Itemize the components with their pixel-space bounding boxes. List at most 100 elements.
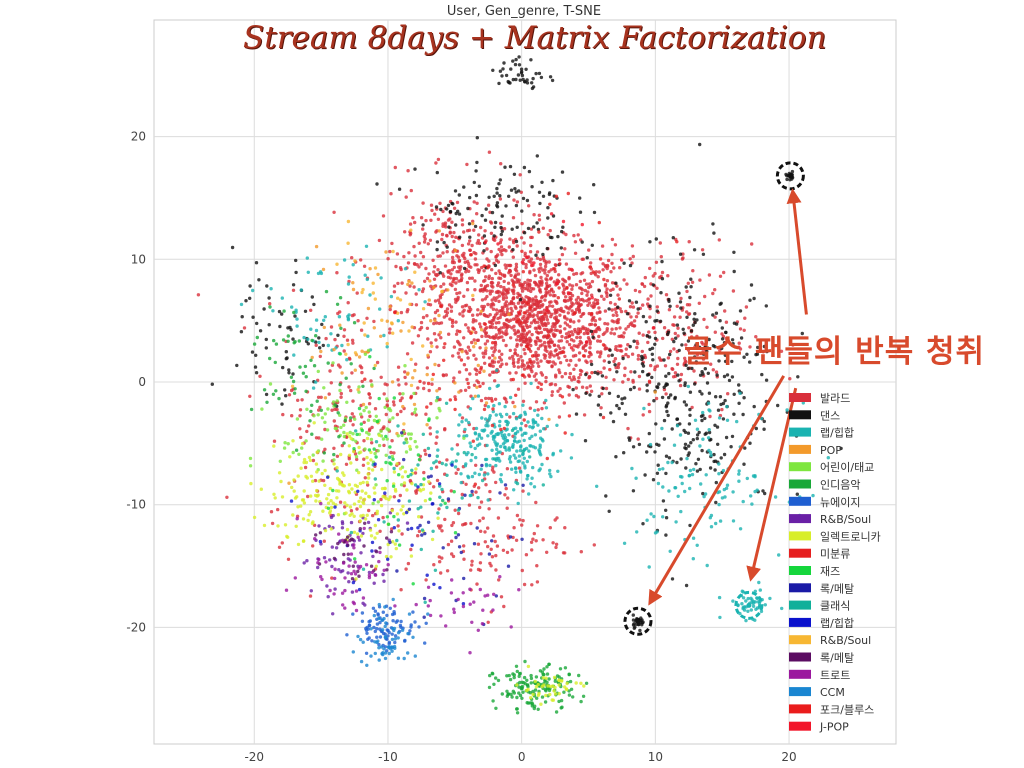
scatter-point <box>272 492 276 496</box>
scatter-point <box>732 412 736 416</box>
scatter-point <box>647 379 652 383</box>
scatter-point <box>508 356 512 360</box>
scatter-point <box>494 706 498 710</box>
scatter-point <box>409 547 413 552</box>
scatter-point <box>484 417 488 421</box>
scatter-point <box>368 396 372 400</box>
scatter-point <box>476 338 480 342</box>
scatter-point <box>375 640 379 645</box>
scatter-point <box>703 492 708 496</box>
scatter-point <box>464 452 469 457</box>
scatter-point <box>723 309 727 313</box>
scatter-point <box>453 381 457 385</box>
scatter-point <box>481 381 485 386</box>
scatter-point <box>650 352 654 356</box>
scatter-point <box>590 279 595 284</box>
scatter-point <box>683 356 687 360</box>
scatter-point <box>572 272 576 276</box>
scatter-point <box>660 270 665 275</box>
scatter-point <box>700 248 705 252</box>
scatter-point <box>572 377 577 381</box>
scatter-point <box>671 323 675 327</box>
scatter-point <box>395 538 399 543</box>
scatter-point <box>546 233 550 237</box>
scatter-point <box>427 272 431 276</box>
scatter-point <box>435 170 439 175</box>
scatter-point <box>616 305 620 309</box>
scatter-point <box>532 268 536 272</box>
scatter-point <box>392 451 396 455</box>
scatter-point <box>458 329 462 334</box>
scatter-point <box>669 393 673 397</box>
scatter-point <box>467 305 472 310</box>
scatter-point <box>658 241 662 245</box>
scatter-point <box>262 388 267 392</box>
scatter-point <box>512 488 516 492</box>
scatter-point <box>370 549 374 553</box>
scatter-point <box>554 263 558 268</box>
scatter-point <box>323 528 328 533</box>
scatter-point <box>706 401 711 405</box>
scatter-point <box>450 234 454 239</box>
scatter-point <box>564 232 568 237</box>
scatter-point <box>763 491 767 496</box>
scatter-point <box>390 637 395 642</box>
scatter-point <box>732 392 736 396</box>
scatter-point <box>565 323 570 327</box>
scatter-point <box>503 304 507 308</box>
scatter-point <box>668 549 672 553</box>
scatter-point <box>535 326 539 330</box>
scatter-point <box>393 640 397 645</box>
scatter-point <box>300 446 304 450</box>
scatter-point <box>504 296 509 300</box>
scatter-point <box>548 202 552 206</box>
scatter-point <box>395 569 399 573</box>
scatter-point <box>573 330 577 334</box>
scatter-point <box>323 427 327 432</box>
scatter-point <box>548 468 552 473</box>
scatter-point <box>577 319 581 323</box>
scatter-point <box>475 582 479 586</box>
scatter-point <box>583 349 588 353</box>
scatter-point <box>417 529 422 534</box>
scatter-point <box>520 359 525 363</box>
scatter-point <box>509 336 513 340</box>
scatter-point <box>534 378 538 382</box>
scatter-point <box>491 68 495 73</box>
scatter-point <box>484 331 488 336</box>
scatter-point <box>334 426 338 431</box>
scatter-point <box>503 165 507 169</box>
scatter-point <box>515 344 519 348</box>
scatter-point <box>654 237 658 241</box>
scatter-point <box>293 576 297 580</box>
scatter-point <box>407 251 411 255</box>
scatter-point <box>368 355 372 359</box>
scatter-point <box>419 320 424 325</box>
scatter-point <box>626 343 630 347</box>
scatter-point <box>527 342 531 346</box>
scatter-point <box>556 389 560 393</box>
scatter-point <box>556 469 560 473</box>
scatter-point <box>480 622 485 626</box>
scatter-point <box>387 407 391 411</box>
scatter-point <box>530 426 535 430</box>
scatter-point <box>543 321 547 326</box>
scatter-point <box>649 363 653 368</box>
scatter-point <box>523 351 527 356</box>
scatter-point <box>483 240 487 245</box>
scatter-point <box>583 288 587 293</box>
scatter-point <box>545 327 549 332</box>
scatter-point <box>432 563 436 567</box>
scatter-point <box>406 308 410 312</box>
scatter-point <box>560 170 565 174</box>
scatter-point <box>352 502 357 506</box>
scatter-point <box>679 372 684 377</box>
scatter-point <box>754 426 758 431</box>
scatter-point <box>448 398 452 402</box>
scatter-point <box>761 350 765 354</box>
scatter-point <box>454 211 458 216</box>
scatter-point <box>350 338 355 342</box>
scatter-point <box>470 243 474 248</box>
scatter-point <box>310 338 314 343</box>
scatter-point <box>310 521 315 526</box>
